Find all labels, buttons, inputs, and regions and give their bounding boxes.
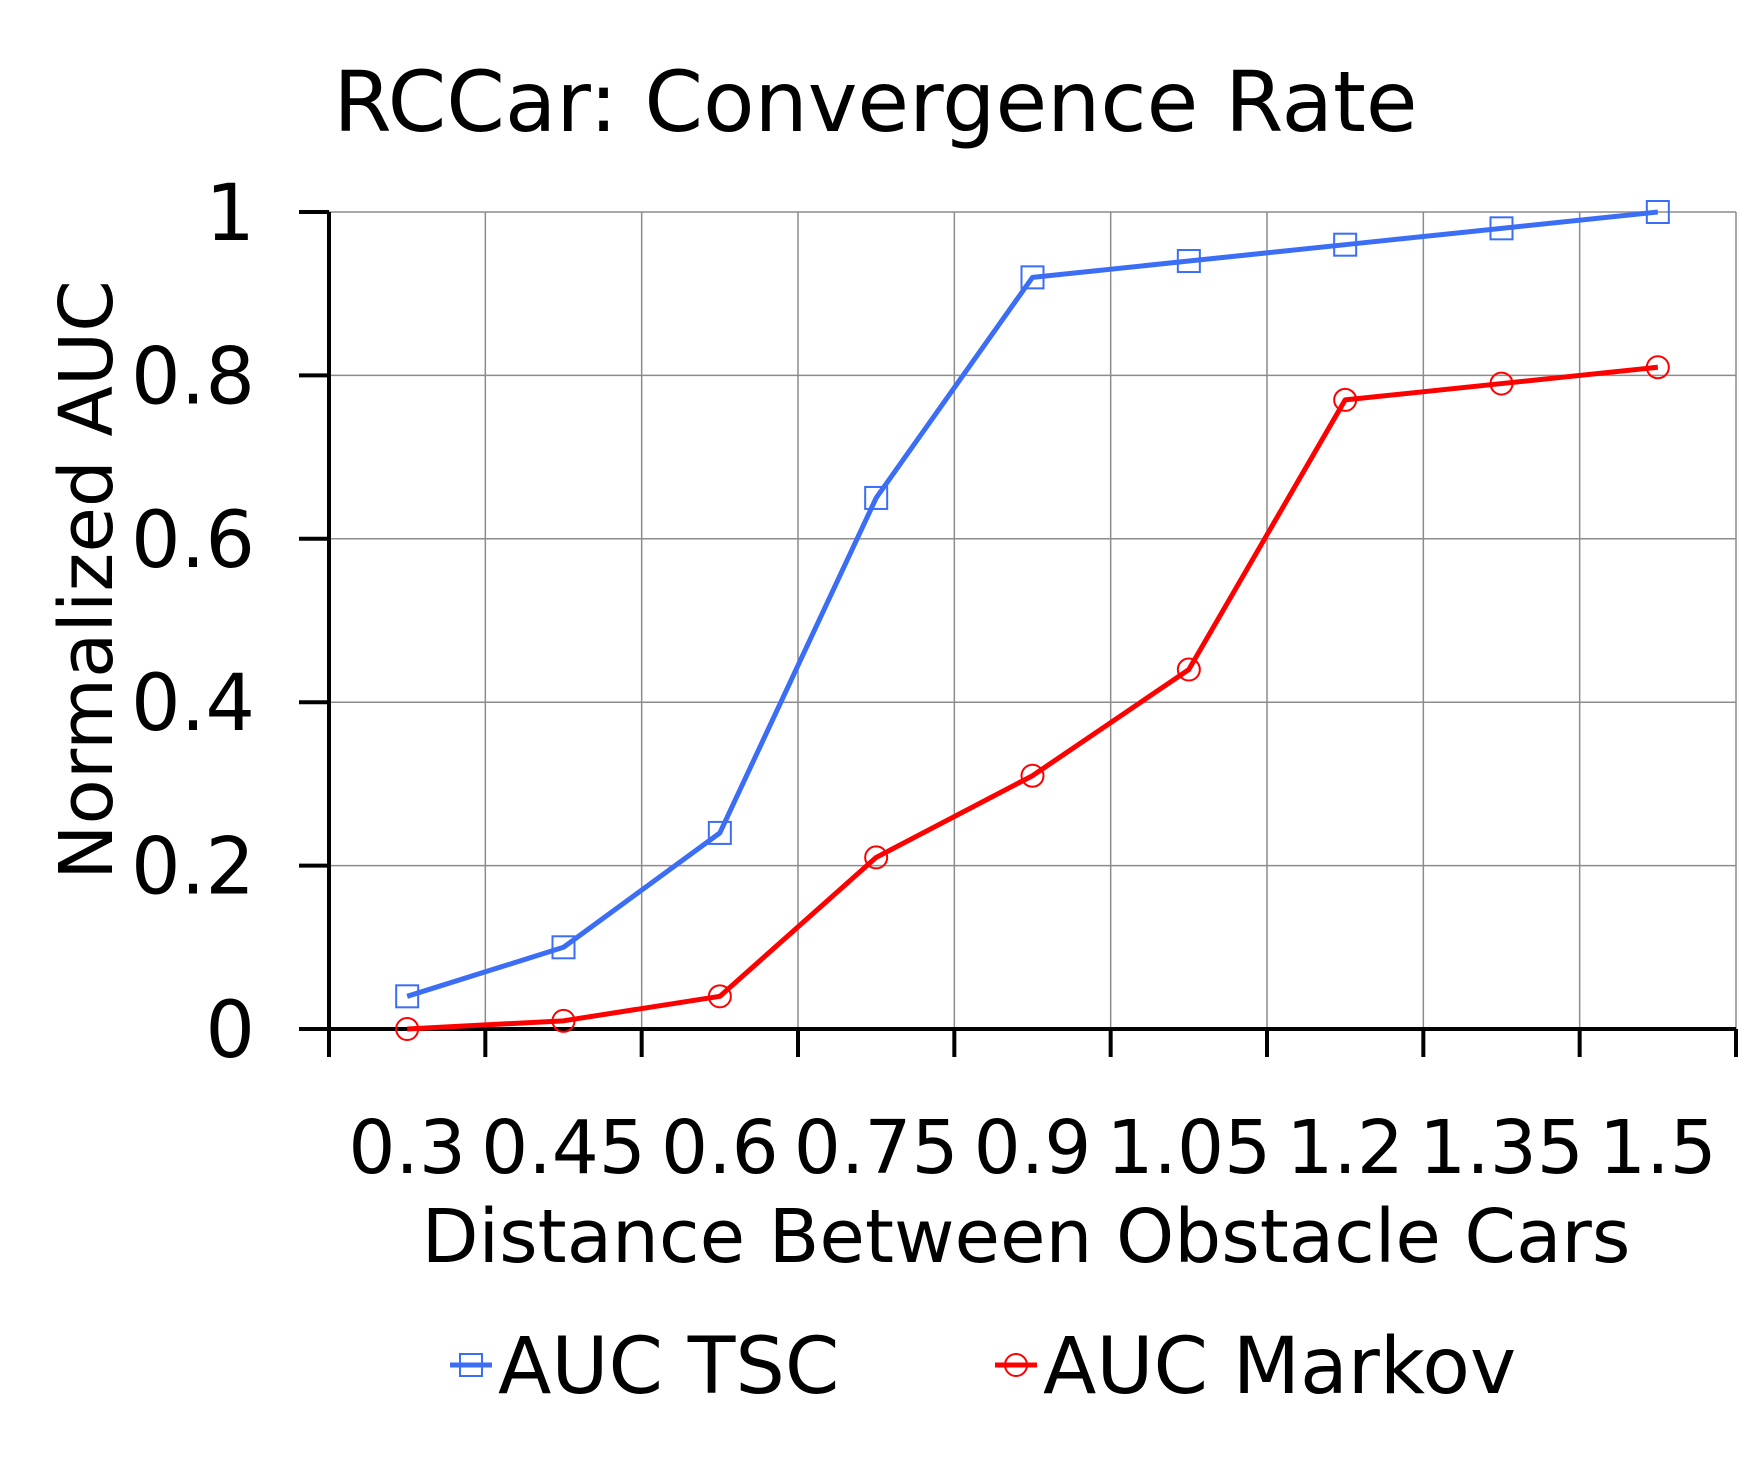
x-tick-label: 1.2 <box>1286 1105 1404 1191</box>
x-tick-label: 0.45 <box>481 1105 646 1191</box>
legend-label: AUC TSC <box>498 1322 839 1412</box>
data-point <box>707 820 732 845</box>
data-point <box>1176 657 1201 682</box>
legend-item: AUC Markov <box>995 1322 1516 1412</box>
x-tick-label: 1.05 <box>1106 1105 1271 1191</box>
tick-labels: 00.20.40.60.810.3 0.45 0.6 0.75 0.9 1.05 1.2 1.… <box>131 169 1717 1191</box>
x-tick-label: 1.5 <box>1599 1105 1717 1191</box>
grid-lines <box>329 211 1737 1029</box>
series-line <box>406 209 1659 999</box>
x-tick-label: 0.6 <box>661 1105 779 1191</box>
x-axis-label: Distance Between Obstacle Cars <box>422 1194 1631 1280</box>
data-point <box>707 984 732 1009</box>
data-point <box>1176 249 1201 274</box>
x-tick-label: 0.9 <box>974 1105 1092 1191</box>
x-tick-label: 0.75 <box>794 1105 959 1191</box>
legend-label: AUC Markov <box>1043 1322 1516 1412</box>
data-point <box>1020 265 1045 290</box>
data-point <box>1333 232 1358 257</box>
legend-item: AUC TSC <box>450 1322 839 1412</box>
data-point <box>551 1008 576 1033</box>
y-tick-label: 1 <box>205 169 255 259</box>
data-point <box>1020 763 1045 788</box>
data-point <box>1645 355 1670 380</box>
y-tick-label: 0.6 <box>131 496 255 586</box>
legend: AUC TSC AUC Markov <box>450 1322 1516 1412</box>
legend-marker <box>459 1353 483 1377</box>
data-point <box>1645 200 1670 224</box>
series-line <box>407 364 1659 1032</box>
data-point <box>1489 371 1514 396</box>
y-tick-label: 0.8 <box>131 332 255 422</box>
data-point <box>1489 216 1514 241</box>
data-point <box>551 935 576 960</box>
axes <box>299 210 1738 1057</box>
data-point <box>395 1017 420 1041</box>
y-tick-label: 0.2 <box>131 823 255 913</box>
data-point <box>864 485 889 510</box>
series-auc-markov <box>395 355 1670 1041</box>
x-tick-label: 1.35 <box>1419 1105 1584 1191</box>
y-axis-label: Normalized AUC <box>44 280 130 880</box>
y-tick-label: 0.4 <box>131 659 255 749</box>
data-point <box>395 984 420 1009</box>
y-tick-label: 0 <box>205 986 255 1076</box>
x-tick-label: 0.3 <box>348 1105 466 1191</box>
chart-title: RCCar: Convergence Rate <box>333 53 1418 151</box>
series-auc-tsc <box>395 200 1670 1009</box>
legend-marker <box>1004 1353 1028 1377</box>
data-point <box>864 845 889 870</box>
data-point <box>1333 387 1358 412</box>
series-group <box>395 200 1670 1041</box>
